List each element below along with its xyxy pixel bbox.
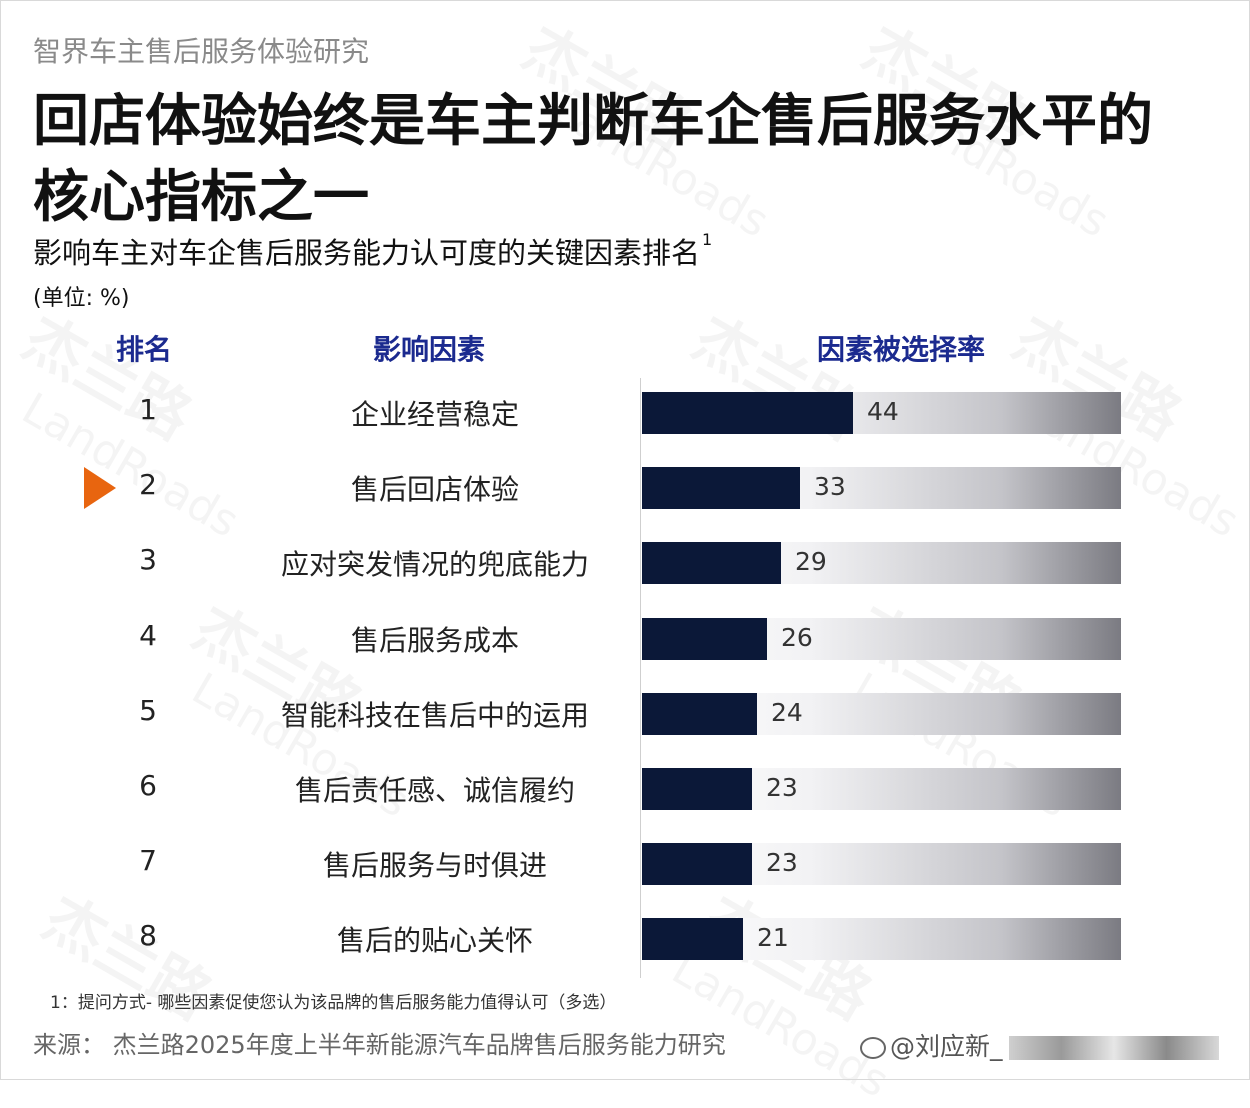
bar xyxy=(642,768,752,810)
factor-label: 售后责任感、诚信履约 xyxy=(294,774,575,807)
column-header-rank: 排名 xyxy=(116,333,173,366)
watermark-cn: 杰兰路 xyxy=(10,291,209,456)
report-series: 智界车主售后服务体验研究 xyxy=(33,35,370,68)
bar-value-label: 29 xyxy=(795,547,827,577)
page-title: 回店体验始终是车主判断车企售后服务水平的核心指标之一 xyxy=(33,89,1153,230)
highlight-arrow-icon xyxy=(84,467,116,510)
factor-label: 售后回店体验 xyxy=(350,473,519,507)
bar xyxy=(642,467,800,510)
footnote: 1：提问方式- 哪些因素促使您认为该品牌的售后服务能力值得认可（多选） xyxy=(50,993,617,1013)
column-header-factor: 影响因素 xyxy=(373,333,486,366)
weibo-icon xyxy=(860,1037,886,1059)
unit-label: (单位: %) xyxy=(33,286,130,311)
weibo-handle: @刘应新_ xyxy=(890,1032,1003,1061)
rank-number: 5 xyxy=(139,693,157,727)
bar-value-label: 26 xyxy=(781,622,813,652)
bar-value-label: 23 xyxy=(766,848,798,878)
rank-number: 4 xyxy=(139,618,157,652)
factor-label: 智能科技在售后中的运用 xyxy=(280,698,589,732)
bar-value-label: 33 xyxy=(814,472,846,502)
rank-number: 8 xyxy=(139,919,157,953)
axis-line xyxy=(640,378,641,978)
column-header-rate: 因素被选择率 xyxy=(817,333,986,366)
rank-number: 6 xyxy=(139,769,157,802)
bar-value-label: 44 xyxy=(867,397,899,426)
bar xyxy=(642,843,752,886)
rank-number: 1 xyxy=(139,393,157,426)
rank-number: 2 xyxy=(139,468,157,502)
bar xyxy=(642,542,781,585)
factor-label: 企业经营稳定 xyxy=(350,398,519,431)
bar xyxy=(642,918,743,961)
chart-subtitle-text: 影响车主对车企售后服务能力认可度的关键因素排名 xyxy=(33,236,701,270)
bar-value-label: 23 xyxy=(766,773,798,802)
rank-number: 7 xyxy=(139,844,157,878)
factor-label: 应对突发情况的兜底能力 xyxy=(280,548,589,582)
footnote-ref: 1 xyxy=(702,230,713,249)
bar xyxy=(642,692,757,735)
factor-label: 售后的贴心关怀 xyxy=(336,924,533,958)
chart-subtitle: 影响车主对车企售后服务能力认可度的关键因素排名 1 xyxy=(33,230,712,272)
bar xyxy=(642,617,767,660)
bar-value-label: 21 xyxy=(757,923,789,953)
source-note: 来源： 杰兰路2025年度上半年新能源汽车品牌售后服务能力研究 xyxy=(33,1031,726,1059)
factor-label: 售后服务与时俱进 xyxy=(322,849,547,883)
rank-number: 3 xyxy=(139,543,157,577)
blurred-text xyxy=(1008,1036,1219,1060)
factor-label: 售后服务成本 xyxy=(350,623,519,657)
weibo-watermark: @刘应新_ xyxy=(860,1027,1219,1063)
bar-value-label: 24 xyxy=(771,697,803,727)
bar xyxy=(642,392,853,434)
